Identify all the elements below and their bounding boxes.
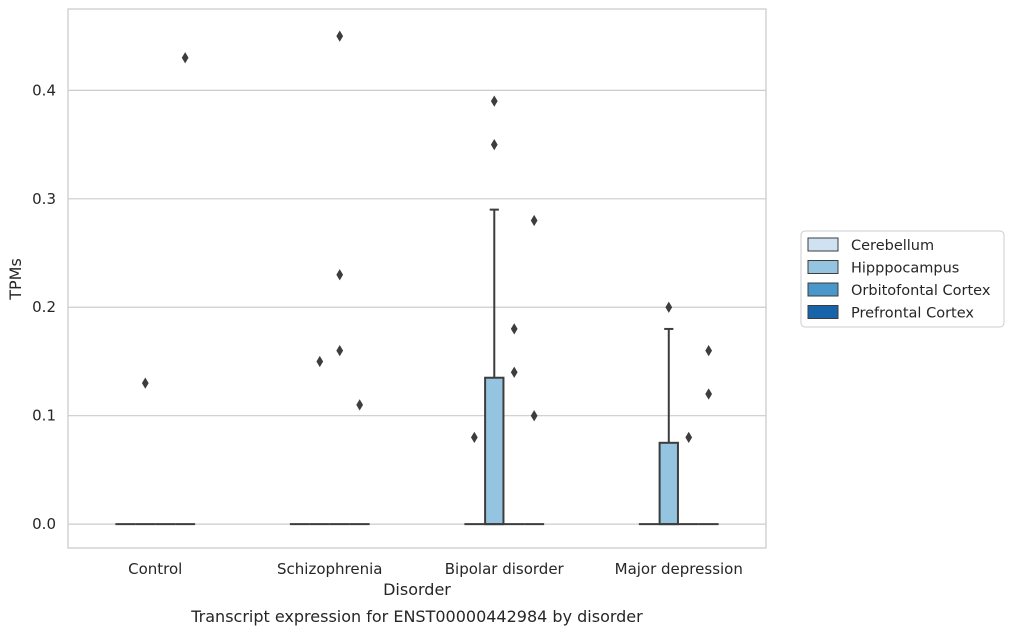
y-tick-label: 0.2 — [32, 298, 56, 316]
outlier-point — [530, 410, 538, 422]
outlier-point — [705, 344, 713, 357]
x-tick-label: Schizophrenia — [277, 560, 382, 578]
box-group — [135, 377, 156, 526]
box-group — [309, 355, 330, 526]
outlier-point — [336, 269, 344, 281]
plot-background — [68, 9, 766, 548]
outlier-point — [490, 138, 498, 151]
outlier-point — [336, 344, 344, 357]
legend-label: Hipppocampus — [851, 261, 959, 277]
outlier-point — [356, 399, 364, 411]
box-group — [658, 301, 679, 526]
box-group — [484, 95, 505, 526]
outlier-point — [685, 431, 693, 444]
y-tick-label: 0.3 — [32, 190, 56, 208]
x-tick-label: Major depression — [615, 560, 743, 578]
plot-frame — [67, 8, 767, 549]
y-axis-ticks: 0.0 0.1 0.2 0.3 0.4 — [32, 81, 56, 533]
outlier-point — [510, 323, 518, 335]
outlier-point — [510, 366, 518, 378]
x-tick-label: Bipolar disorder — [445, 560, 565, 578]
outlier-point — [490, 95, 498, 107]
outlier-point — [181, 52, 189, 64]
plot-marks — [115, 30, 719, 526]
outlier-point — [665, 301, 673, 313]
outlier-point — [705, 388, 713, 400]
box-group — [524, 214, 545, 526]
outlier-point — [470, 431, 478, 444]
box-group — [504, 323, 525, 526]
legend-swatch — [807, 305, 839, 319]
box-group — [698, 344, 719, 526]
legend-swatch — [807, 260, 839, 274]
box-iqr — [484, 376, 505, 526]
box-group — [678, 431, 699, 526]
box-group — [175, 52, 196, 526]
box-group — [349, 399, 370, 526]
y-tick-label: 0.1 — [32, 407, 56, 425]
legend-swatch — [807, 237, 839, 252]
chart-caption: Transcript expression for ENST0000044298… — [190, 607, 643, 626]
x-tick-label: Control — [128, 560, 182, 578]
legend-label: Prefrontal Cortex — [851, 306, 974, 322]
outlier-point — [336, 30, 344, 42]
box-group — [329, 30, 350, 526]
outlier-point — [141, 377, 149, 389]
box-group — [464, 431, 485, 526]
box-iqr — [658, 441, 679, 526]
outlier-point — [530, 214, 538, 227]
legend-swatch — [807, 282, 839, 297]
outlier-point — [316, 355, 324, 368]
y-tick-label: 0.4 — [32, 81, 56, 99]
x-axis-ticks: Control Schizophrenia Bipolar disorder Majo… — [128, 560, 743, 578]
legend-label: Cerebellum — [851, 238, 934, 254]
y-tick-label: 0.0 — [32, 515, 56, 533]
legend: Cerebellum Hipppocampus Orbitofontal Corte… — [800, 230, 1005, 328]
legend-label: Orbitofontal Cortex — [851, 283, 991, 299]
x-axis-label: Disorder — [383, 580, 451, 599]
legend-frame — [800, 230, 1005, 328]
y-axis-label: TPMs — [6, 258, 25, 301]
